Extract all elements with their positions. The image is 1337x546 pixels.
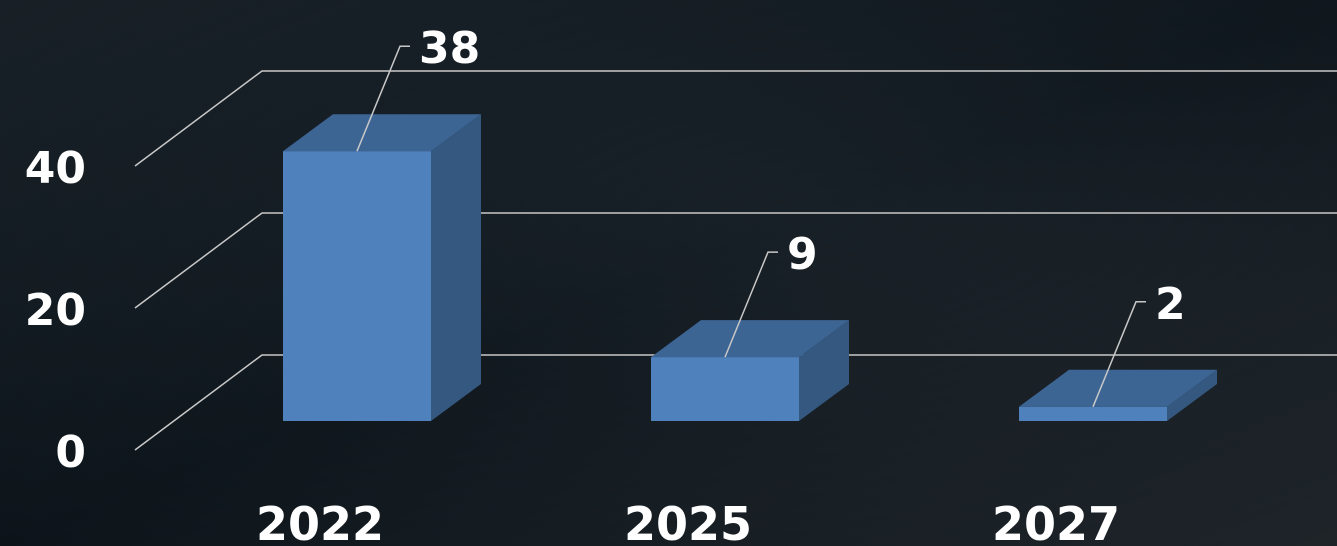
x-tick-label: 2025 (624, 497, 752, 546)
data-label: 9 (787, 229, 818, 280)
bar (1019, 407, 1167, 421)
page: 020402022382025920272 (() => { const dat… (0, 0, 1337, 546)
background (0, 0, 1337, 546)
data-label: 2 (1155, 279, 1186, 330)
bar (651, 357, 799, 421)
x-tick-label: 2027 (992, 497, 1120, 546)
bar-side (431, 114, 481, 421)
x-tick-label: 2022 (256, 497, 384, 546)
y-tick-label: 40 (25, 143, 86, 194)
bar (283, 151, 431, 421)
y-tick-label: 20 (25, 285, 86, 336)
y-tick-label: 0 (55, 427, 86, 478)
data-label: 38 (419, 23, 480, 74)
chart: 0 20 40 2022 38 2025 9 2027 2 (0, 0, 1337, 546)
